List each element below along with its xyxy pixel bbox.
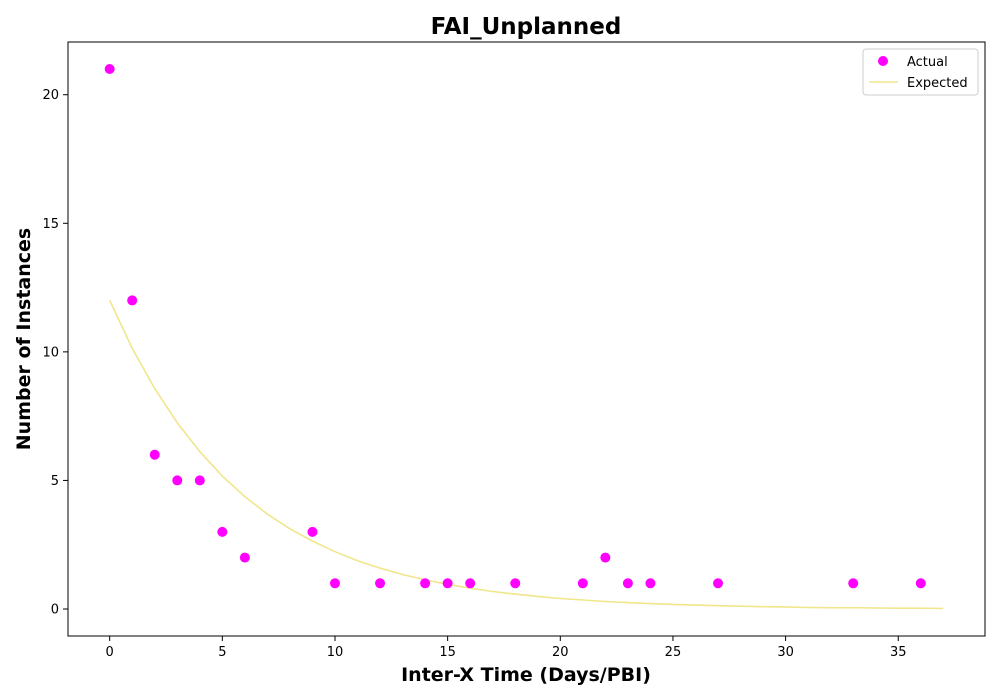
y-tick-label: 10 bbox=[42, 345, 59, 360]
y-tick-label: 20 bbox=[42, 88, 59, 103]
x-axis: 0 5 10 15 20 25 30 35 bbox=[106, 636, 907, 660]
x-tick-label: 15 bbox=[439, 645, 456, 660]
legend-actual-label: Actual bbox=[907, 55, 948, 70]
actual-point bbox=[713, 578, 724, 589]
legend: Actual Expected bbox=[862, 48, 979, 96]
actual-point bbox=[577, 578, 588, 589]
actual-point bbox=[217, 526, 228, 537]
y-tick-label: 5 bbox=[51, 474, 59, 489]
actual-point bbox=[442, 578, 453, 589]
x-tick-label: 35 bbox=[890, 645, 907, 660]
actual-point bbox=[848, 578, 859, 589]
actual-point bbox=[104, 64, 115, 74]
actual-point bbox=[239, 552, 250, 563]
x-axis-label: Inter-X Time (Days/PBI) bbox=[401, 664, 651, 686]
y-tick-label: 15 bbox=[42, 217, 59, 232]
actual-point bbox=[622, 578, 633, 589]
y-axis-label: Number of Instances bbox=[13, 228, 35, 450]
actual-point bbox=[307, 526, 318, 537]
actual-point bbox=[915, 578, 926, 589]
legend-actual-marker bbox=[878, 56, 888, 66]
actual-point bbox=[645, 578, 656, 589]
actual-points bbox=[104, 64, 926, 589]
actual-point bbox=[600, 552, 611, 563]
chart-title: FAI_Unplanned bbox=[431, 14, 622, 40]
expected-line bbox=[108, 300, 944, 610]
x-tick-label: 5 bbox=[218, 645, 226, 660]
actual-point bbox=[510, 578, 521, 589]
actual-point bbox=[172, 475, 183, 486]
x-tick-label: 25 bbox=[665, 645, 682, 660]
x-tick-label: 10 bbox=[327, 645, 344, 660]
y-axis: 0 5 10 15 20 bbox=[42, 88, 68, 618]
actual-point bbox=[127, 295, 138, 306]
legend-expected-label: Expected bbox=[907, 76, 968, 91]
x-tick-label: 20 bbox=[552, 645, 569, 660]
actual-point bbox=[149, 449, 160, 460]
actual-point bbox=[194, 475, 205, 486]
actual-point bbox=[420, 578, 431, 589]
actual-point bbox=[465, 578, 476, 589]
actual-point bbox=[375, 578, 386, 589]
legend-box bbox=[862, 48, 979, 96]
x-tick-label: 30 bbox=[777, 645, 794, 660]
y-tick-label: 0 bbox=[51, 603, 59, 618]
actual-point bbox=[329, 578, 340, 589]
x-tick-label: 0 bbox=[106, 645, 114, 660]
plot-area bbox=[67, 41, 986, 637]
